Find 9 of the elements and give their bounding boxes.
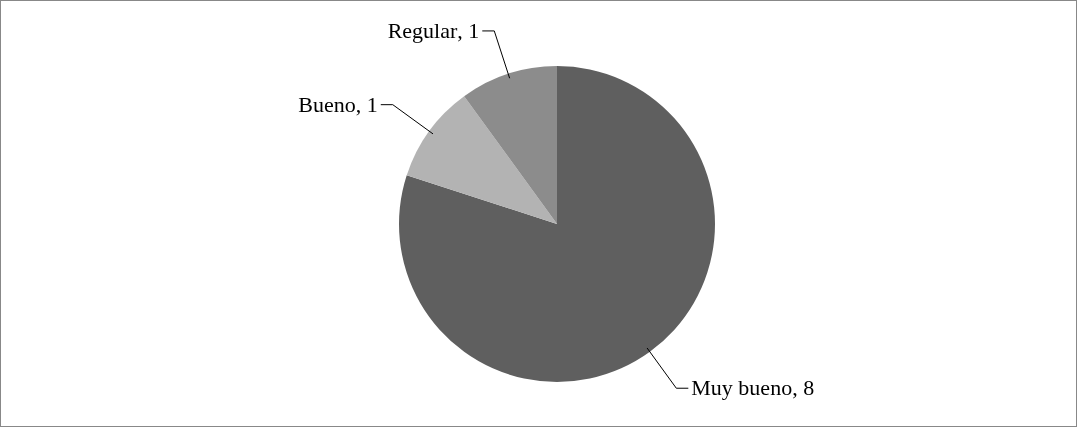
slice-label: Bueno	[298, 91, 356, 117]
pie-slice	[464, 66, 557, 224]
slice-label: Regular	[387, 17, 458, 43]
pie-slice	[399, 66, 715, 382]
data-label: , 8	[792, 375, 815, 401]
data-label: , 1	[457, 17, 480, 43]
pie-slice	[406, 96, 557, 224]
data-label: , 1	[355, 91, 378, 117]
slice-label: Muy bueno	[691, 375, 793, 401]
